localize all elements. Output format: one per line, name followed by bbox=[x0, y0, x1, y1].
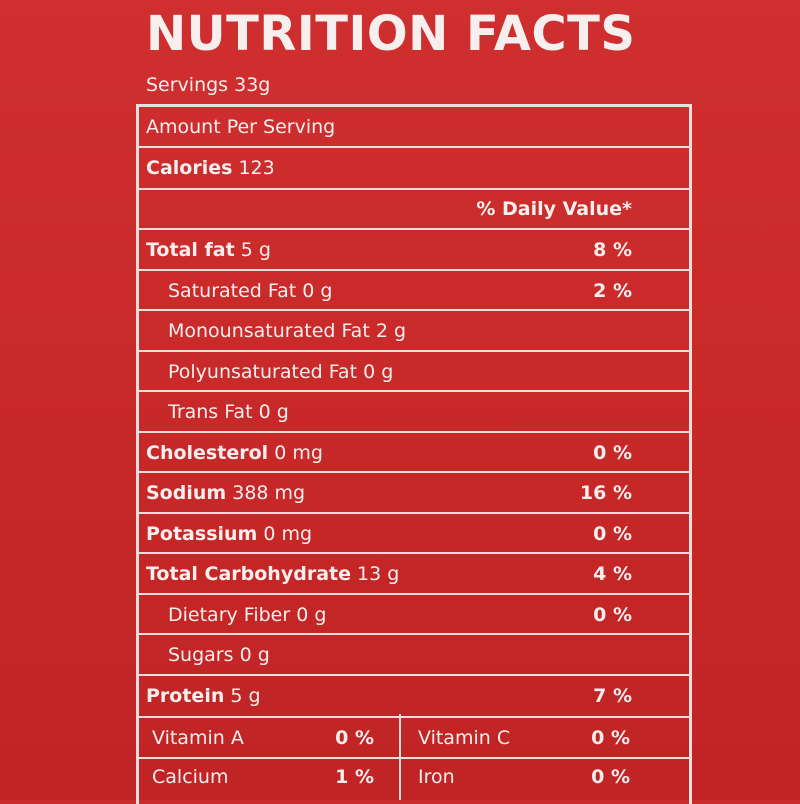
nutrient-daily-value: 0 % bbox=[593, 523, 632, 545]
nutrient-name: Sugars bbox=[168, 644, 234, 666]
nutrient-amount: 5 g bbox=[240, 239, 271, 261]
nutrient-amount: 13 g bbox=[357, 563, 400, 585]
nutrient-row: Sodium 388 mg 16 % bbox=[146, 473, 632, 513]
vitamin-a-cell: Vitamin A 0 % bbox=[152, 718, 374, 758]
nutrient-daily-value: 4 % bbox=[593, 563, 632, 585]
nutrient-daily-value: 7 % bbox=[593, 685, 632, 707]
vitamin-name: Vitamin A bbox=[152, 727, 244, 749]
nutrient-daily-value: 0 % bbox=[593, 442, 632, 464]
nutrient-row: Dietary Fiber 0 g 0 % bbox=[168, 595, 632, 635]
divider bbox=[136, 269, 692, 271]
divider bbox=[136, 146, 692, 148]
nutrient-daily-value: 16 % bbox=[579, 482, 632, 504]
nutrient-amount: 5 g bbox=[230, 685, 261, 707]
calcium-cell: Calcium 1 % bbox=[152, 757, 374, 797]
divider bbox=[136, 104, 692, 107]
daily-value-header: % Daily Value* bbox=[476, 198, 632, 220]
nutrient-amount: 0 mg bbox=[274, 442, 323, 464]
divider bbox=[136, 471, 692, 473]
nutrient-daily-value: 0 % bbox=[593, 604, 632, 626]
divider bbox=[136, 228, 692, 230]
nutrient-daily-value: 8 % bbox=[593, 239, 632, 261]
nutrient-name: Polyunsaturated Fat bbox=[168, 361, 358, 383]
nutrient-amount: 2 g bbox=[375, 320, 407, 342]
nutrition-facts-title: NUTRITION FACTS bbox=[146, 6, 636, 62]
divider bbox=[136, 512, 692, 514]
divider bbox=[136, 552, 692, 554]
label-frame bbox=[136, 104, 692, 804]
nutrient-name: Potassium bbox=[146, 523, 258, 545]
vitamin-name: Vitamin C bbox=[418, 727, 511, 749]
daily-value-header-row: % Daily Value* bbox=[146, 189, 632, 229]
nutrient-name: Trans Fat bbox=[168, 401, 253, 423]
amount-per-serving-label: Amount Per Serving bbox=[146, 116, 336, 138]
nutrient-name: Sodium bbox=[146, 482, 227, 504]
nutrient-amount: 0 mg bbox=[263, 523, 313, 545]
divider bbox=[136, 188, 692, 190]
divider bbox=[136, 757, 692, 759]
divider bbox=[136, 716, 692, 718]
vitamin-pct: 0 % bbox=[591, 766, 630, 788]
nutrient-amount: 388 mg bbox=[232, 482, 306, 504]
nutrient-row: Protein 5 g 7 % bbox=[146, 676, 632, 716]
divider bbox=[136, 350, 692, 352]
nutrient-amount: 0 g bbox=[302, 280, 333, 302]
nutrient-row: Monounsaturated Fat 2 g bbox=[168, 311, 632, 351]
vitamin-c-cell: Vitamin C 0 % bbox=[418, 718, 630, 758]
calories-value: 123 bbox=[238, 157, 275, 179]
amount-per-serving-row: Amount Per Serving bbox=[146, 107, 632, 147]
nutrient-row: Sugars 0 g bbox=[168, 635, 632, 675]
calories-label: Calories bbox=[146, 157, 233, 179]
nutrient-row: Cholesterol 0 mg 0 % bbox=[146, 433, 632, 473]
nutrient-name: Total Carbohydrate bbox=[146, 563, 351, 585]
vitamin-name: Calcium bbox=[152, 766, 229, 788]
nutrient-row: Potassium 0 mg 0 % bbox=[146, 514, 632, 554]
nutrient-row: Polyunsaturated Fat 0 g bbox=[168, 352, 632, 392]
nutrient-name: Protein bbox=[146, 685, 225, 707]
vitamin-pct: 0 % bbox=[591, 727, 630, 749]
iron-cell: Iron 0 % bbox=[418, 757, 630, 797]
divider bbox=[136, 390, 692, 392]
vitamin-pct: 0 % bbox=[335, 727, 374, 749]
nutrient-name: Total fat bbox=[146, 239, 235, 261]
nutrient-name: Saturated Fat bbox=[168, 280, 297, 302]
divider bbox=[136, 431, 692, 433]
nutrient-amount: 0 g bbox=[258, 401, 289, 423]
divider bbox=[136, 633, 692, 635]
nutrient-name: Monounsaturated Fat bbox=[168, 320, 370, 342]
nutrient-row: Total Carbohydrate 13 g 4 % bbox=[146, 554, 632, 594]
nutrient-row: Saturated Fat 0 g 2 % bbox=[168, 271, 632, 311]
vitamin-pct: 1 % bbox=[335, 766, 374, 788]
vitamin-name: Iron bbox=[418, 766, 455, 788]
nutrient-name: Cholesterol bbox=[146, 442, 269, 464]
divider bbox=[136, 309, 692, 311]
divider bbox=[136, 674, 692, 676]
nutrient-amount: 0 g bbox=[296, 604, 327, 626]
nutrient-amount: 0 g bbox=[363, 361, 394, 383]
nutrient-daily-value: 2 % bbox=[593, 280, 632, 302]
nutrient-row: Trans Fat 0 g bbox=[168, 392, 632, 432]
nutrient-row: Total fat 5 g 8 % bbox=[146, 230, 632, 270]
divider bbox=[136, 593, 692, 595]
calories-row: Calories 123 bbox=[146, 148, 632, 188]
nutrient-name: Dietary Fiber bbox=[168, 604, 291, 626]
servings-text: Servings 33g bbox=[146, 74, 271, 96]
nutrient-amount: 0 g bbox=[239, 644, 270, 666]
